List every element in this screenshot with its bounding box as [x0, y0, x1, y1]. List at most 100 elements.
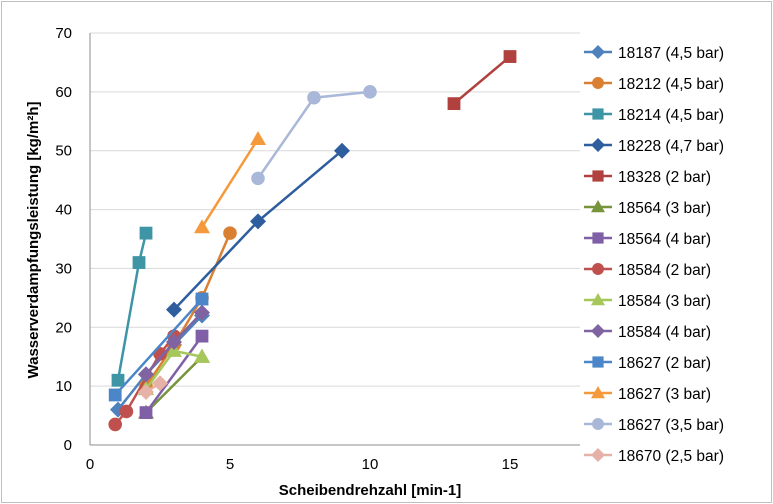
- y-tick-label: 70: [55, 25, 72, 42]
- series-line: [256, 90, 371, 180]
- y-axis-label: Wasserverdampfungsleistung [kg/m²h]: [25, 102, 42, 379]
- series-5: [447, 50, 517, 111]
- legend-entry: 18584 (4 bar): [584, 324, 711, 341]
- series-12: [194, 130, 266, 234]
- plot-area: [108, 50, 517, 432]
- legend-entry: 18627 (2 bar): [584, 355, 711, 372]
- data-point: [152, 375, 168, 392]
- x-axis-label: Scheibendrehzahl [min-1]: [279, 482, 462, 499]
- legend-entry: 18187 (4,5 bar): [584, 45, 724, 62]
- series-11: [108, 292, 209, 402]
- data-point: [250, 130, 266, 145]
- legend-marker: [592, 77, 604, 89]
- legend-entry: 18627 (3,5 bar): [584, 417, 724, 434]
- legend-entry: 18584 (2 bar): [584, 262, 711, 279]
- legend-marker: [591, 200, 605, 213]
- data-point: [111, 373, 125, 387]
- legend-label: 18228 (4,7 bar): [618, 138, 724, 155]
- data-point: [108, 417, 122, 432]
- data-point: [363, 85, 377, 99]
- legend-label: 18670 (2,5 bar): [618, 448, 724, 465]
- legend-entry: 18564 (3 bar): [584, 200, 711, 217]
- legend-label: 18584 (3 bar): [618, 293, 711, 310]
- legend-marker: [591, 138, 605, 152]
- legend-label: 18212 (4,5 bar): [618, 76, 724, 93]
- y-tick-label: 0: [64, 437, 72, 454]
- series-7: [139, 329, 209, 420]
- data-point: [166, 334, 182, 350]
- series-3: [111, 226, 153, 387]
- x-tick-label: 15: [502, 456, 519, 473]
- series-line: [116, 232, 148, 381]
- data-point: [139, 406, 153, 420]
- legend-marker: [591, 448, 605, 462]
- legend-entry: 18670 (2,5 bar): [584, 448, 724, 465]
- series-13: [251, 85, 377, 186]
- legend-label: 18584 (4 bar): [618, 324, 711, 341]
- legend-label: 18627 (2 bar): [618, 355, 711, 372]
- y-tick-label: 10: [55, 378, 72, 395]
- x-tick-label: 0: [86, 456, 94, 473]
- legend-entry: 18564 (4 bar): [584, 231, 711, 248]
- legend-marker: [592, 108, 604, 120]
- y-tick-label: 50: [55, 143, 72, 160]
- legend-marker: [592, 263, 604, 275]
- legend-entry: 18212 (4,5 bar): [584, 76, 724, 93]
- legend-entry: 18214 (4,5 bar): [584, 107, 724, 124]
- legend-marker: [591, 324, 605, 338]
- y-tick-label: 40: [55, 202, 72, 219]
- legend-label: 18564 (3 bar): [618, 200, 711, 217]
- series-line: [145, 355, 203, 414]
- data-point: [138, 384, 154, 401]
- data-point: [108, 388, 122, 402]
- legend-marker: [592, 418, 604, 430]
- tick-labels: 0 10 20 30 40 50 60 70 0 5 10 15: [55, 25, 518, 473]
- legend-marker: [592, 232, 604, 244]
- data-point: [166, 301, 182, 318]
- legend-label: 18564 (4 bar): [618, 231, 711, 248]
- data-point: [334, 142, 350, 159]
- y-tick-label: 60: [55, 84, 72, 101]
- legend-marker: [591, 386, 605, 399]
- grid: [90, 32, 580, 387]
- data-point: [132, 256, 146, 269]
- legend-marker: [591, 293, 605, 306]
- legend-entry: 18584 (3 bar): [584, 293, 711, 310]
- legend-label: 18187 (4,5 bar): [618, 45, 724, 62]
- data-point: [195, 292, 209, 306]
- series-line: [453, 55, 511, 105]
- legend-marker: [591, 45, 605, 59]
- series-14: [138, 375, 168, 401]
- legend-marker: [592, 356, 604, 368]
- legend: 18187 (4,5 bar) 18212 (4,5 bar) 18214 (4,5…: [584, 45, 724, 465]
- data-point: [250, 213, 266, 230]
- series-line: [114, 298, 203, 396]
- data-point: [194, 304, 210, 321]
- legend-label: 18627 (3 bar): [618, 386, 711, 403]
- series-line: [200, 138, 260, 228]
- legend-label: 18328 (2 bar): [618, 169, 711, 186]
- data-point: [194, 219, 210, 234]
- y-tick-label: 30: [55, 260, 72, 277]
- data-point: [251, 171, 265, 186]
- legend-label: 18584 (2 bar): [618, 262, 711, 279]
- series-4: [166, 142, 350, 318]
- legend-label: 18627 (3,5 bar): [618, 417, 724, 434]
- data-point: [138, 366, 154, 383]
- series-line: [144, 232, 232, 387]
- data-point: [223, 226, 237, 240]
- data-point: [447, 97, 461, 111]
- data-point: [195, 329, 209, 343]
- legend-entry: 18627 (3 bar): [584, 386, 711, 403]
- series-line: [144, 335, 204, 414]
- data-point: [307, 90, 321, 105]
- data-point: [194, 348, 210, 363]
- legend-label: 18214 (4,5 bar): [618, 107, 724, 124]
- series-line: [114, 335, 175, 426]
- y-tick-label: 20: [55, 319, 72, 336]
- series-2: [139, 226, 237, 393]
- axes: [89, 33, 580, 446]
- legend-entry: 18228 (4,7 bar): [584, 138, 724, 155]
